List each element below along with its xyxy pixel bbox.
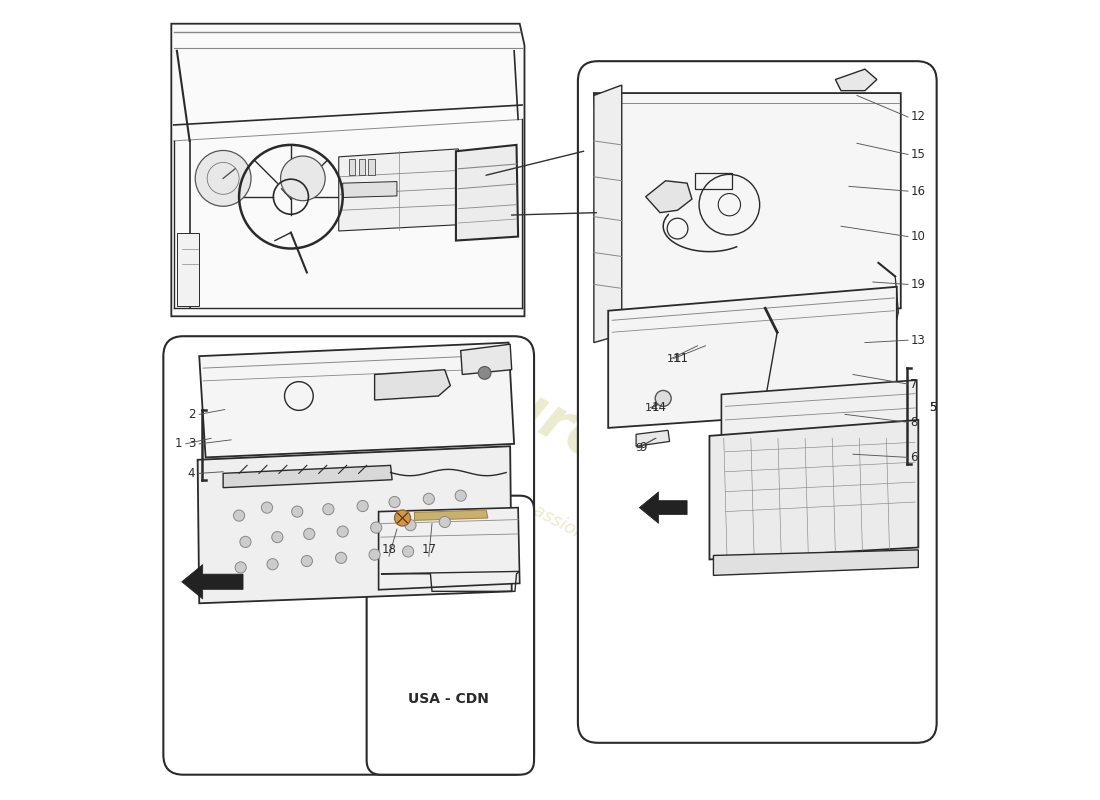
Polygon shape [594, 85, 621, 342]
Text: 3: 3 [188, 438, 195, 450]
Text: a passion for parts since 1985: a passion for parts since 1985 [506, 488, 754, 631]
Polygon shape [461, 344, 512, 374]
Circle shape [262, 502, 273, 514]
Circle shape [292, 506, 302, 517]
FancyBboxPatch shape [578, 61, 937, 743]
Text: 5: 5 [928, 402, 936, 414]
Circle shape [371, 522, 382, 533]
Circle shape [235, 562, 246, 573]
Text: 1: 1 [174, 438, 182, 450]
Circle shape [656, 390, 671, 406]
Text: 9: 9 [639, 442, 647, 454]
Text: 4: 4 [188, 467, 195, 480]
Polygon shape [415, 510, 487, 520]
Text: 9: 9 [636, 443, 642, 453]
Text: 8: 8 [911, 416, 917, 429]
Text: 13: 13 [911, 334, 925, 346]
Polygon shape [594, 93, 901, 332]
Polygon shape [639, 492, 688, 523]
Circle shape [405, 519, 416, 530]
Polygon shape [177, 233, 199, 306]
FancyBboxPatch shape [163, 336, 535, 774]
Circle shape [368, 549, 381, 560]
Polygon shape [172, 24, 525, 316]
Polygon shape [835, 69, 877, 90]
Circle shape [424, 494, 434, 505]
Text: eurosparts: eurosparts [459, 354, 801, 573]
Text: 18: 18 [382, 543, 396, 556]
Polygon shape [646, 181, 692, 213]
Text: 14: 14 [645, 403, 659, 413]
Text: 12: 12 [911, 110, 925, 123]
Circle shape [337, 526, 349, 537]
Circle shape [389, 497, 400, 508]
Circle shape [478, 366, 491, 379]
Text: USA - CDN: USA - CDN [408, 692, 490, 706]
Circle shape [358, 501, 368, 512]
Circle shape [195, 150, 251, 206]
Polygon shape [198, 446, 512, 603]
Text: 6: 6 [911, 451, 917, 464]
Polygon shape [375, 370, 450, 400]
Polygon shape [378, 508, 519, 590]
Text: 10: 10 [911, 230, 925, 243]
Text: 7: 7 [911, 378, 917, 390]
Circle shape [272, 531, 283, 542]
Circle shape [322, 504, 334, 515]
Circle shape [336, 552, 346, 563]
Polygon shape [455, 145, 518, 241]
Polygon shape [223, 466, 392, 488]
Text: 11: 11 [667, 354, 681, 363]
Text: 11: 11 [673, 352, 689, 365]
Polygon shape [339, 149, 461, 231]
Polygon shape [359, 159, 365, 175]
Circle shape [233, 510, 244, 521]
Text: 16: 16 [911, 185, 925, 198]
Polygon shape [343, 182, 397, 198]
Circle shape [240, 536, 251, 547]
Text: 5: 5 [928, 402, 936, 414]
Circle shape [439, 516, 450, 527]
FancyBboxPatch shape [366, 496, 535, 774]
Text: 15: 15 [911, 148, 925, 161]
Circle shape [267, 558, 278, 570]
Text: 19: 19 [911, 278, 925, 291]
Circle shape [395, 510, 410, 526]
Polygon shape [714, 550, 918, 575]
Circle shape [304, 528, 315, 539]
Polygon shape [608, 286, 896, 428]
Polygon shape [182, 565, 243, 599]
Text: 14: 14 [652, 402, 667, 414]
Polygon shape [710, 420, 918, 559]
Polygon shape [199, 342, 514, 458]
Text: 2: 2 [188, 408, 195, 421]
Circle shape [455, 490, 466, 502]
Circle shape [301, 555, 312, 566]
Polygon shape [368, 159, 375, 175]
Circle shape [280, 156, 326, 201]
Polygon shape [722, 380, 916, 458]
Circle shape [403, 546, 414, 557]
Polygon shape [349, 159, 355, 175]
Text: 17: 17 [421, 543, 437, 556]
Polygon shape [636, 430, 670, 446]
